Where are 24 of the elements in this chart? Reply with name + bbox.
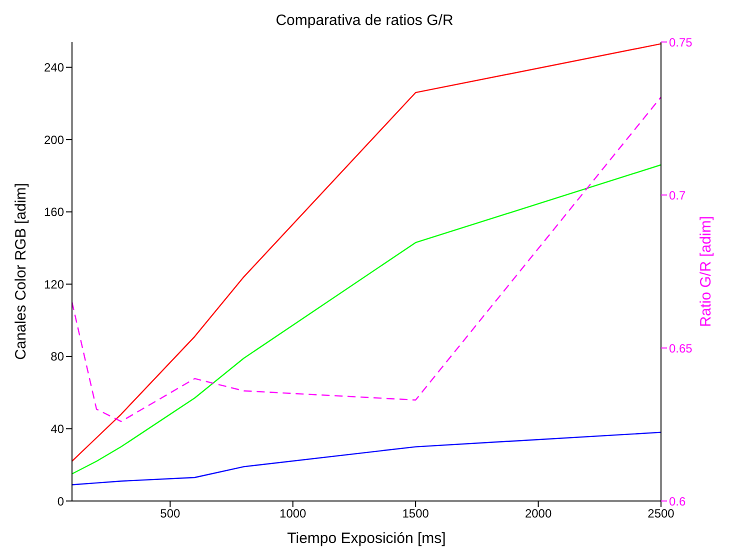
y-tick-label: 0 (57, 494, 64, 508)
y2-tick-label: 0.65 (669, 341, 693, 356)
y-tick-label: 240 (44, 60, 64, 75)
y-tick-label: 200 (44, 132, 64, 147)
line-series (72, 43, 661, 462)
y2-tick-label: 0.6 (669, 494, 686, 508)
y-axis-title: Canales Color RGB [adim] (12, 183, 30, 360)
x-axis-title: Tiempo Exposición [ms] (287, 530, 446, 547)
y-tick-label: 120 (44, 277, 64, 292)
line-series (72, 96, 661, 422)
x-tick-label: 500 (160, 506, 180, 521)
line-series (72, 432, 661, 486)
y-tick-label: 160 (44, 205, 64, 220)
x-tick-label: 1500 (402, 506, 430, 521)
y-tick-label: 40 (50, 422, 64, 436)
chart-title: Comparativa de ratios G/R (274, 12, 454, 29)
y-tick-label: 80 (50, 350, 64, 364)
y2-tick-label: 0.75 (669, 35, 693, 50)
x-tick-label: 2500 (648, 506, 675, 521)
line-series (72, 164, 661, 474)
x-tick-label: 1000 (280, 506, 307, 521)
y2-axis-title: Ratio G/R [adim] (697, 216, 714, 327)
y2-tick-label: 0.7 (669, 188, 686, 202)
x-tick-label: 2000 (524, 506, 552, 521)
